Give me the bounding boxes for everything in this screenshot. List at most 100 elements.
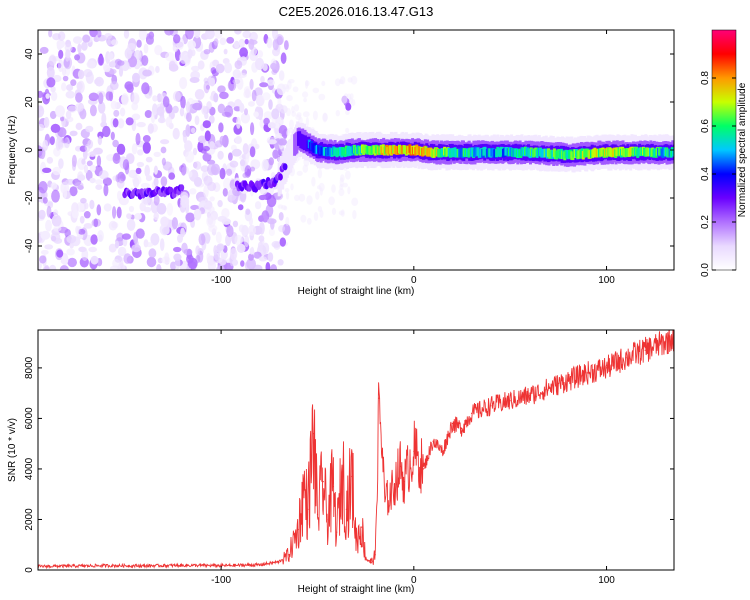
spectrogram-noise-blob (38, 262, 42, 270)
colorbar-tick-label: 0.8 (700, 71, 711, 85)
spectrogram-noise-blob (134, 49, 142, 60)
y-tick-label: 40 (24, 48, 35, 60)
spectrogram-noise-blob (44, 244, 54, 250)
snr-data-point (297, 529, 299, 531)
spectrogram-noise-blob (112, 153, 121, 164)
spectrogram-noise-blob (45, 93, 50, 99)
y-tick-label: 0 (24, 147, 35, 153)
y-tick-label: -40 (24, 238, 35, 253)
spectrogram-noise-blob (110, 39, 119, 46)
spectrogram-noise-blob (136, 39, 142, 48)
spectrogram-noise-blob (168, 63, 179, 72)
snr-data-point (644, 349, 646, 351)
spectrogram-noise-blob (46, 77, 56, 88)
spectrogram-noise-blob (204, 130, 211, 142)
colorbar-tick-label: 0.0 (700, 263, 711, 277)
spectrogram-noise-blob (49, 264, 57, 270)
snr-data-point (528, 395, 531, 397)
spectrogram-noise-blob (189, 188, 197, 195)
spectrogram-noise-blob (40, 230, 51, 240)
spectrogram-noise-blob (88, 246, 98, 253)
spectrogram-noise-blob (153, 177, 159, 187)
spectrogram-noise-blob (137, 149, 144, 156)
snr-data-point (393, 483, 396, 485)
spectrogram-noise-blob (249, 78, 254, 90)
spectrogram-noise-blob (56, 39, 66, 49)
spectrogram-noise-blob (106, 39, 112, 46)
spectrogram-noise-blob (233, 106, 241, 112)
snr-data-point (442, 450, 444, 452)
spectrogram-noise-blob (38, 105, 45, 118)
spectrogram-noise-blob (119, 107, 126, 117)
spectrogram-xlabel: Height of straight line (km) (298, 286, 415, 297)
spectrogram-noise-blob (39, 255, 47, 264)
snr-frame (37, 329, 675, 571)
spectrogram-noise-blob (142, 141, 151, 154)
spectrogram-noise-blob (88, 92, 99, 102)
spectrogram-noise-blob (135, 132, 141, 146)
spectrogram-noise-blob (331, 184, 336, 193)
spectrogram-noise-blob (45, 219, 52, 232)
spectrogram-noise-blob (187, 257, 198, 270)
spectrogram-noise-blob (180, 163, 187, 176)
spectrogram-noise-blob (219, 167, 226, 180)
spectrogram-noise-blob (162, 96, 170, 108)
spectrogram-noise-blob (271, 108, 280, 120)
spectrogram-noise-blob (260, 75, 265, 84)
spectrogram-noise-blob (131, 113, 141, 121)
snr-plot (38, 330, 674, 570)
spectrogram-heatmap (38, 30, 674, 270)
spectrogram-noise-blob (185, 150, 195, 163)
spectrogram-noise-blob (250, 122, 255, 136)
spectrogram-noise-blob (203, 80, 210, 94)
spectrogram-noise-blob (187, 40, 196, 50)
snr-data-point (104, 565, 107, 567)
spectrogram-noise-blob (285, 216, 290, 226)
spectrogram-feature (345, 102, 352, 111)
snr-data-point (66, 566, 68, 568)
spectrogram-noise-blob (110, 100, 118, 110)
spectrogram-noise-blob (244, 165, 252, 177)
snr-data-point (374, 554, 376, 556)
spectrogram-noise-blob (108, 243, 117, 253)
spectrogram-noise-blob (160, 176, 168, 187)
spectrogram-noise-blob (267, 122, 276, 129)
spectrogram-noise-blob (55, 105, 65, 118)
spectrogram-noise-blob (123, 30, 130, 39)
spectrogram-noise-blob (49, 136, 55, 146)
spectrogram-noise-blob (61, 82, 67, 92)
spectrogram-noise-blob (97, 55, 105, 66)
spectrogram-noise-blob (191, 65, 200, 72)
spectrogram-noise-blob (65, 110, 72, 120)
snr-data-point (307, 508, 309, 510)
spectrogram-noise-blob (298, 193, 306, 202)
spectrogram-noise-blob (153, 151, 161, 157)
spectrogram-noise-blob (272, 47, 280, 57)
spectrogram-noise-blob (295, 114, 302, 121)
spectrogram-noise-blob (229, 247, 238, 261)
colorbar-body (711, 29, 737, 271)
spectrogram-noise-blob (194, 115, 200, 126)
spectrogram-noise-blob (96, 204, 102, 216)
spectrogram-noise-blob (127, 43, 136, 50)
spectrogram-noise-blob (71, 209, 79, 219)
spectrogram-noise-blob (46, 205, 52, 218)
spectrogram-noise-blob (112, 139, 119, 148)
spectrogram-noise-blob (172, 91, 181, 102)
spectrogram-noise-blob (153, 195, 160, 206)
spectrogram-noise-blob (51, 214, 62, 227)
spectrogram-noise-blob (131, 102, 139, 111)
spectrogram-noise-blob (228, 152, 233, 161)
spectrogram-noise-blob (64, 43, 73, 53)
spectrogram-noise-blob (80, 197, 87, 204)
spectrogram-noise-blob (131, 92, 140, 105)
spectrogram-noise-blob (96, 155, 102, 168)
spectrogram-noise-blob (97, 230, 104, 242)
spectrogram-noise-blob (305, 80, 309, 89)
spectrogram-noise-blob (50, 86, 56, 93)
spectrogram-noise-blob (138, 30, 147, 41)
spectrogram-noise-blob (59, 265, 69, 270)
spectrogram-noise-blob (79, 215, 85, 224)
spectrogram-noise-blob (97, 135, 103, 146)
spectrogram-noise-blob (197, 135, 207, 144)
